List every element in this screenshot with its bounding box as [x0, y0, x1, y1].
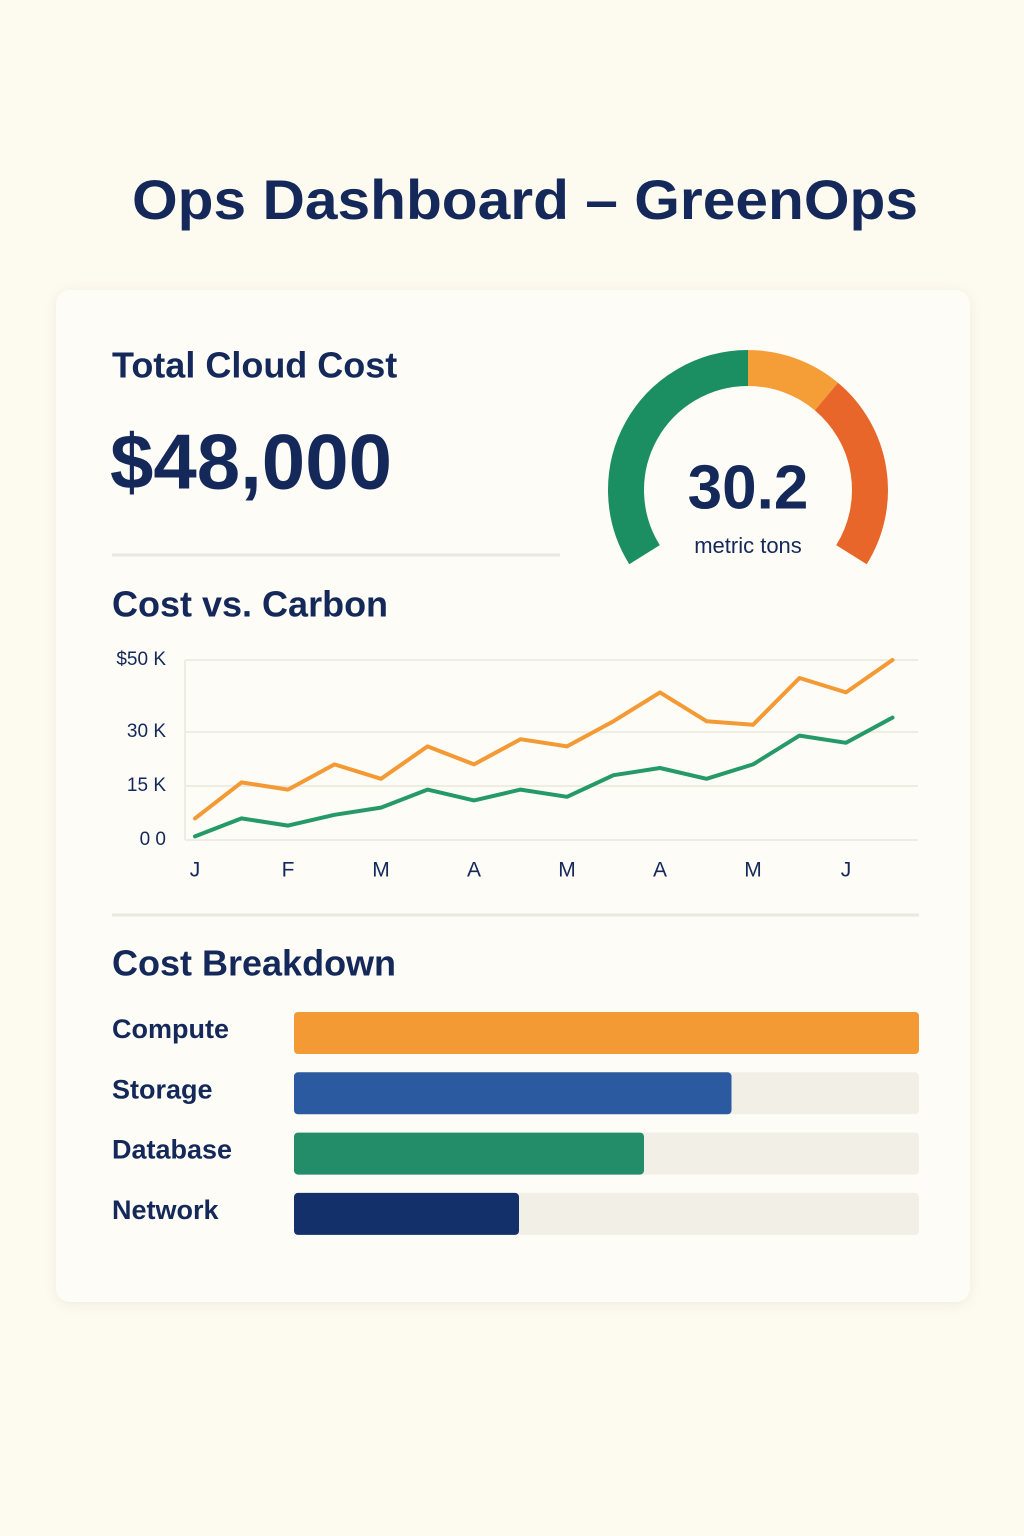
- y-tick-label: 15 K: [127, 775, 166, 796]
- chart-title: Cost vs. Carbon: [112, 584, 388, 625]
- x-tick-label: F: [282, 859, 295, 882]
- y-tick-label: 30 K: [127, 721, 166, 742]
- bar-label: Database: [112, 1135, 232, 1165]
- x-tick-label: M: [744, 859, 762, 882]
- gauge-unit: metric tons: [694, 533, 802, 558]
- bar-label: Compute: [112, 1014, 229, 1044]
- x-tick-label: A: [467, 859, 481, 882]
- bar: [294, 1192, 519, 1235]
- chart-title: Cost Breakdown: [112, 943, 396, 984]
- line-series: [193, 658, 895, 821]
- bar: [294, 1132, 644, 1175]
- gauge-value: 30.2: [688, 453, 809, 522]
- cost-label: Total Cloud Cost: [112, 345, 397, 386]
- y-tick-label: $50 K: [116, 649, 166, 670]
- gauge-arc: [814, 382, 888, 565]
- gauge-arc: [608, 350, 749, 565]
- x-tick-label: A: [653, 859, 667, 882]
- bar: [294, 1012, 919, 1054]
- x-tick-label: M: [558, 859, 576, 882]
- x-tick-label: M: [372, 859, 390, 882]
- page-title: Ops Dashboard – GreenOps: [132, 168, 918, 231]
- x-tick-label: J: [190, 859, 201, 882]
- gauge-arc: [747, 350, 838, 411]
- bar-label: Storage: [112, 1074, 213, 1104]
- bar-label: Network: [112, 1195, 220, 1225]
- x-tick-label: J: [841, 859, 852, 882]
- line-series: [193, 715, 895, 839]
- gauge: [608, 350, 888, 565]
- y-tick-label: 0 0: [140, 829, 166, 850]
- cost-value: $48,000: [110, 418, 392, 506]
- bar: [294, 1072, 732, 1115]
